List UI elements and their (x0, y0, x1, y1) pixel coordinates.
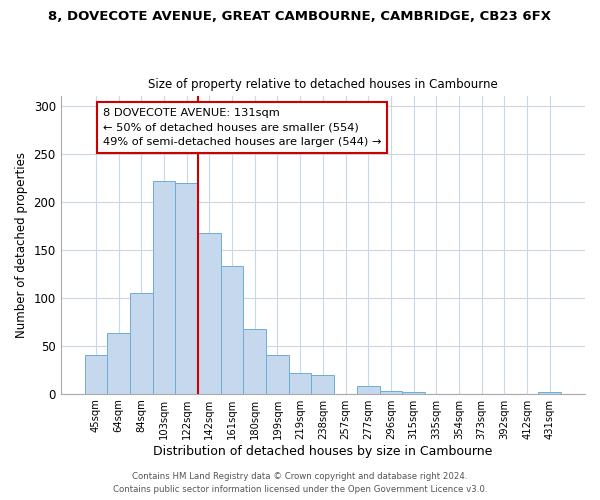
Bar (175, 182, 198, 394)
Bar (538, 392, 561, 394)
Bar (289, 372, 311, 394)
X-axis label: Distribution of detached houses by size in Cambourne: Distribution of detached houses by size … (153, 444, 493, 458)
Title: Size of property relative to detached houses in Cambourne: Size of property relative to detached ho… (148, 78, 498, 91)
Bar (152, 180, 175, 394)
Bar (380, 391, 402, 394)
Text: 8 DOVECOTE AVENUE: 131sqm
← 50% of detached houses are smaller (554)
49% of semi: 8 DOVECOTE AVENUE: 131sqm ← 50% of detac… (103, 108, 381, 148)
Y-axis label: Number of detached properties: Number of detached properties (15, 152, 28, 338)
Bar (130, 293, 152, 394)
Bar (266, 356, 289, 394)
Text: 8, DOVECOTE AVENUE, GREAT CAMBOURNE, CAMBRIDGE, CB23 6FX: 8, DOVECOTE AVENUE, GREAT CAMBOURNE, CAM… (49, 10, 551, 23)
Bar (198, 232, 221, 394)
Bar (221, 266, 244, 394)
Bar (311, 374, 334, 394)
Bar (402, 392, 425, 394)
Bar (244, 330, 266, 394)
Bar (107, 334, 130, 394)
Text: Contains HM Land Registry data © Crown copyright and database right 2024.
Contai: Contains HM Land Registry data © Crown c… (113, 472, 487, 494)
Bar (357, 386, 380, 394)
Bar (85, 356, 107, 394)
